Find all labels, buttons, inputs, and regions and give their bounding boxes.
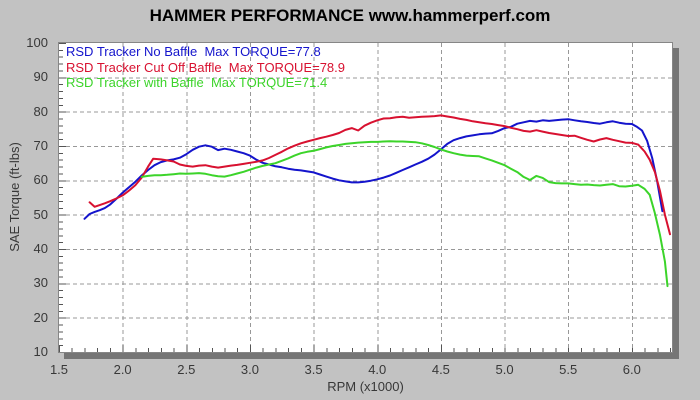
y-axis-title: SAE Torque (ft-lbs) bbox=[7, 142, 22, 252]
chart-canvas bbox=[59, 43, 672, 352]
y-tick-label: 20 bbox=[33, 309, 48, 325]
x-tick-label: 1.5 bbox=[49, 362, 69, 377]
y-tick-label: 80 bbox=[33, 103, 48, 119]
legend-item-2: RSD Tracker with Baffle Max TORQUE=71.4 bbox=[66, 75, 328, 90]
x-tick-label: 4.0 bbox=[368, 362, 387, 377]
x-axis-title: RPM (x1000) bbox=[327, 379, 404, 394]
x-tick-label: 2.0 bbox=[113, 362, 132, 377]
y-tick-label: 10 bbox=[33, 344, 48, 359]
y-tick-label: 90 bbox=[33, 69, 48, 85]
y-tick-label: 70 bbox=[33, 138, 48, 153]
x-tick-label: 5.5 bbox=[559, 362, 578, 377]
series-line-1 bbox=[88, 114, 671, 236]
chart-title: HAMMER PERFORMANCE www.hammerperf.com bbox=[149, 6, 551, 25]
axis-ticks bbox=[59, 43, 672, 352]
plot-area: RSD Tracker No Baffle Max TORQUE=77.8 RSD… bbox=[58, 42, 673, 353]
x-tick-label: 5.0 bbox=[495, 362, 514, 377]
legend-item-1: RSD Tracker Cut Off Baffle Max TORQUE=78… bbox=[66, 59, 346, 75]
y-tick-label: 30 bbox=[33, 275, 48, 291]
x-tick-label: 6.0 bbox=[622, 362, 641, 377]
legend-item-0: RSD Tracker No Baffle Max TORQUE=77.8 bbox=[66, 44, 321, 59]
chart-legend: RSD Tracker No Baffle Max TORQUE=77.8 RSD… bbox=[66, 44, 345, 91]
x-tick-label: 3.0 bbox=[240, 362, 259, 377]
x-tick-label: 4.5 bbox=[431, 362, 450, 377]
series-line-2 bbox=[140, 140, 669, 288]
y-tick-label: 50 bbox=[33, 206, 48, 222]
x-tick-label: 2.5 bbox=[177, 362, 196, 377]
series-line-0 bbox=[83, 118, 664, 220]
y-tick-label: 100 bbox=[26, 35, 48, 50]
y-tick-label: 60 bbox=[33, 172, 48, 188]
gridlines bbox=[59, 43, 672, 352]
x-tick-label: 3.5 bbox=[304, 362, 323, 377]
y-tick-label: 40 bbox=[33, 241, 48, 256]
